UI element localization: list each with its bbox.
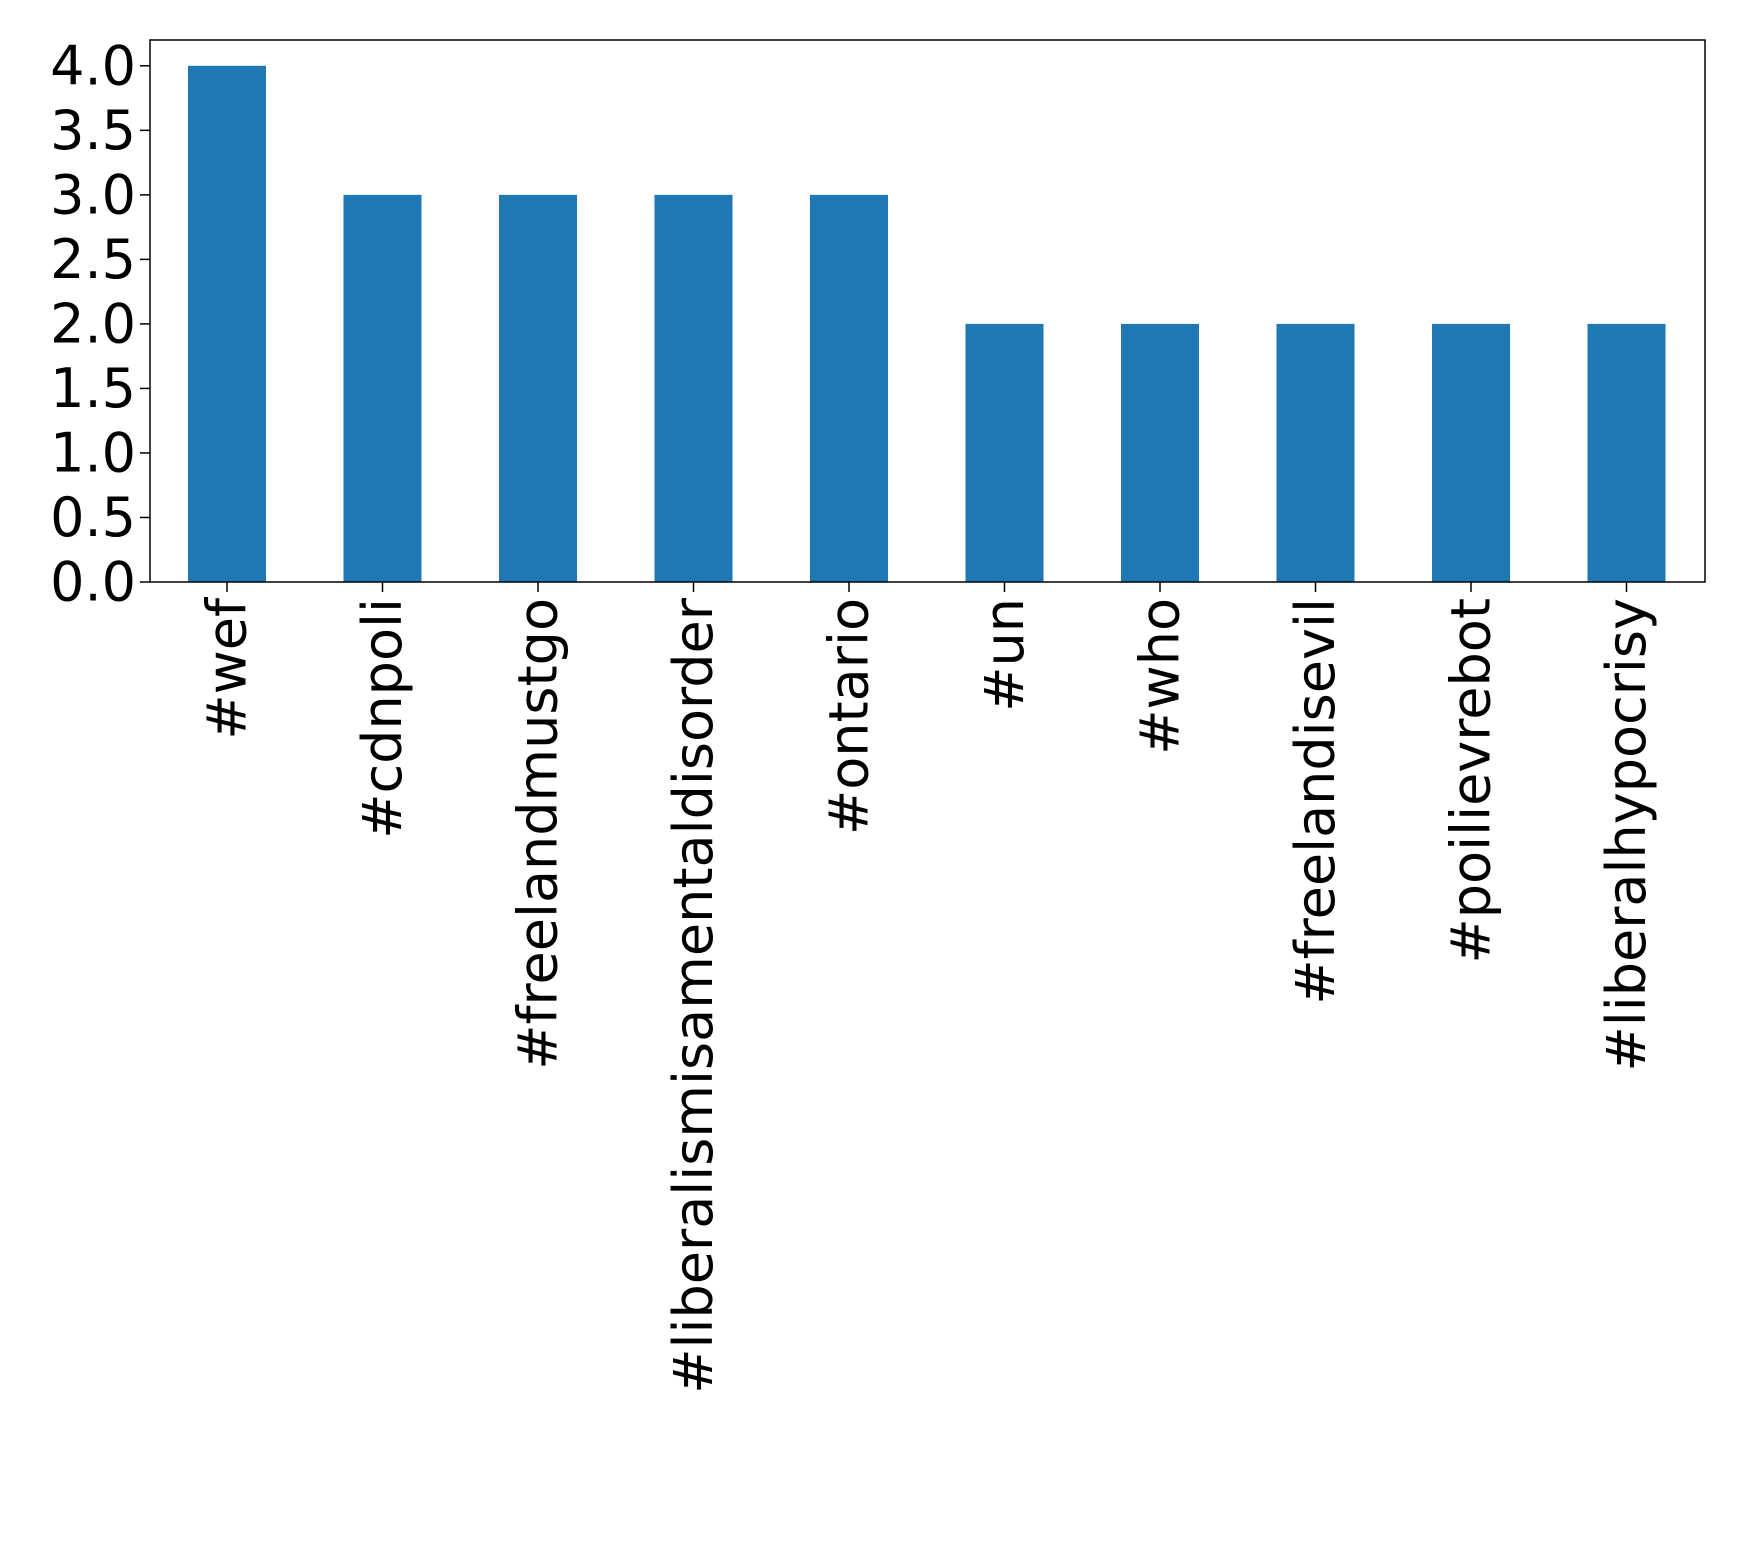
y-tick-label: 2.5 [50, 228, 136, 291]
y-axis: 0.00.51.01.52.02.53.03.54.0 [50, 34, 150, 614]
y-tick-label: 1.5 [50, 357, 136, 420]
x-tick-label: #poilievrebot [1440, 598, 1503, 963]
bar [343, 194, 422, 582]
x-tick-label: #un [973, 598, 1036, 712]
y-tick-label: 0.0 [50, 551, 136, 614]
y-tick-label: 0.5 [50, 486, 136, 549]
x-tick-label: #who [1129, 598, 1192, 755]
bar [188, 65, 266, 583]
plot-frame [149, 39, 1706, 583]
x-tick-label: #freelandisevil [1284, 598, 1347, 1005]
bar [965, 323, 1044, 582]
bar [810, 194, 888, 582]
bar [654, 194, 733, 582]
bar [1276, 323, 1355, 582]
bars-group [188, 65, 1666, 583]
bar [499, 194, 577, 582]
x-tick-label: #wef [196, 596, 259, 740]
x-tick-label: #liberalhypocrisy [1595, 598, 1658, 1072]
bar [1432, 323, 1510, 582]
bar [1121, 323, 1199, 582]
y-tick-label: 3.0 [50, 163, 136, 226]
bar [1587, 323, 1666, 582]
x-tick-label: #liberalismisamentaldisorder [662, 597, 725, 1394]
y-tick-label: 1.0 [50, 421, 136, 484]
x-tick-label: #freelandmustgo [507, 598, 570, 1070]
y-tick-label: 4.0 [50, 34, 136, 97]
x-tick-label: #cdnpoli [351, 598, 414, 839]
y-tick-label: 3.5 [50, 99, 136, 162]
x-tick-label: #ontario [818, 598, 881, 835]
x-axis: #wef #cdnpoli #freelandmustgo #liberalismis… [196, 582, 1658, 1394]
y-tick-label: 2.0 [50, 292, 136, 355]
